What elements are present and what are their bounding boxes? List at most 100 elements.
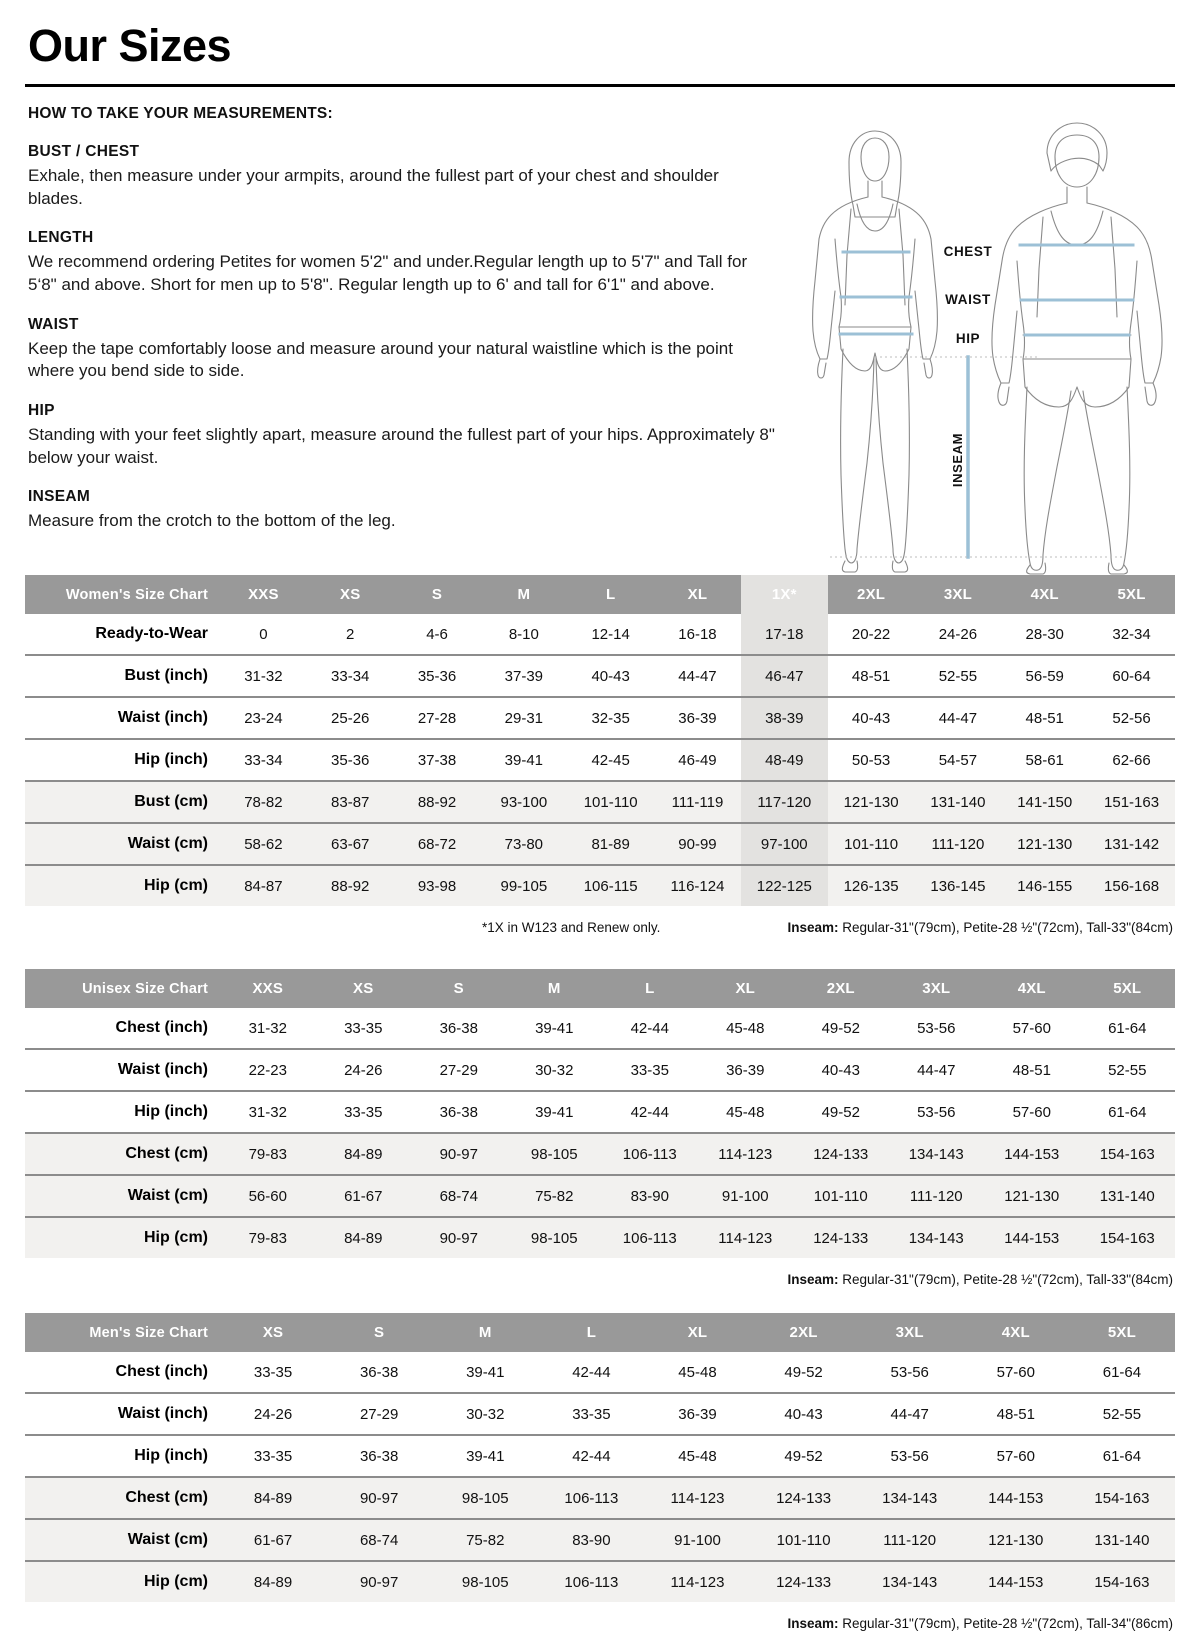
table-cell: 79-83 [220,1132,316,1176]
unisex-size-chart-block: Unisex Size Chart XXS XS S M L XL 2XL 3XL 4XL 5XL … [25,969,1175,1287]
table-cell: 36-38 [359,1363,399,1381]
womens-size-header-l: L [567,575,655,615]
unisex-row-label: Chest (inch) [115,1019,208,1037]
table-row: Chest (cm) 79-83 84-89 90-97 98-105 106-113 11… [25,1132,1175,1176]
table-cell: 39-41 [480,738,568,782]
table-cell: 32-34 [1112,625,1151,643]
table-cell: 61-67 [220,1518,327,1562]
unisex-footnote-inseam: Inseam: Regular-31"(79cm), Petite-28 ½"(… [787,1272,1173,1287]
table-cell: 45-48 [697,1090,793,1134]
table-cell: 36-39 [654,696,741,740]
womens-row-label: Waist (cm) [25,822,220,866]
table-cell: 2 [346,625,355,643]
section-body-length: We recommend ordering Petites for women … [28,252,748,295]
table-row: Chest (inch) 33-35 36-38 39-41 42-44 45-48 49-… [25,1352,1175,1393]
mens-row-label: Waist (inch) [25,1392,220,1436]
unisex-notes-row: Inseam: Regular-31"(79cm), Petite-28 ½"(… [25,1258,1175,1287]
mens-size-header-l: L [538,1313,645,1353]
table-cell: 106-113 [538,1560,645,1603]
unisex-header-row: Unisex Size Chart XXS XS S M L XL 2XL 3XL 4XL 5XL [25,969,1175,1009]
table-cell: 27-29 [326,1392,433,1436]
table-cell: 33-34 [306,654,394,698]
table-cell: 49-52 [821,1019,860,1037]
measurement-lines [838,243,1135,559]
table-cell: 136-145 [914,864,1002,907]
table-cell: 39-41 [466,1363,505,1381]
table-cell: 68-74 [326,1518,433,1562]
table-cell: 151-163 [1088,780,1175,824]
mens-size-header-5xl: 5XL [1068,1313,1175,1353]
table-cell: 31-32 [220,654,307,698]
table-cell: 33-35 [253,1363,293,1381]
table-cell: 33-35 [602,1048,698,1092]
mens-size-header-m: M [432,1313,539,1353]
table-cell: 144-153 [984,1132,1080,1176]
table-cell: 49-52 [793,1090,889,1134]
mens-row-label: Hip (cm) [25,1560,220,1603]
mens-header-row: Men's Size Chart XS S M L XL 2XL 3XL 4XL 5XL [25,1313,1175,1353]
womens-row-label: Bust (cm) [25,780,220,824]
unisex-size-header-3xl: 3XL [888,969,984,1009]
womens-size-chart-table: Women's Size Chart XXS XS S M L XL 1X* 2XL 3XL 4XL… [25,575,1175,907]
table-cell: 62-66 [1088,738,1175,782]
table-cell: 131-142 [1088,822,1175,866]
table-cell: 61-67 [315,1174,411,1218]
table-cell: 61-64 [1079,1090,1175,1134]
unisex-size-header-2xl: 2XL [793,969,889,1009]
table-cell: 20-22 [851,625,891,643]
table-cell: 33-35 [538,1392,645,1436]
table-cell: 46-49 [654,738,741,782]
unisex-size-header-l: L [602,969,698,1009]
section-heading-waist: WAIST [28,315,79,333]
womens-size-header-xxs: XXS [220,575,307,615]
table-cell: 124-133 [793,1216,889,1259]
male-figure-outline [991,122,1163,575]
mens-row-label: Hip (inch) [25,1434,220,1478]
table-cell: 144-153 [962,1560,1069,1603]
table-cell: 44-47 [914,696,1002,740]
table-cell: 116-124 [654,864,741,907]
mens-chart-title: Men's Size Chart [25,1313,220,1353]
table-cell: 68-74 [411,1174,507,1218]
table-cell: 54-57 [914,738,1002,782]
table-cell: 99-105 [480,864,568,907]
unisex-size-header-4xl: 4XL [984,969,1080,1009]
table-cell: 131-140 [1068,1518,1175,1562]
table-cell: 36-39 [697,1048,793,1092]
table-cell: 93-100 [480,780,568,824]
table-cell: 42-44 [630,1019,669,1037]
table-row: Chest (cm) 84-89 90-97 98-105 106-113 114-123… [25,1476,1175,1520]
table-cell: 45-48 [678,1363,717,1381]
unisex-table-body: Chest (inch) 31-32 33-35 36-38 39-41 42-44 45-… [25,1008,1175,1259]
table-cell: 81-89 [567,822,655,866]
table-cell: 57-60 [996,1363,1035,1381]
section-heading-inseam: INSEAM [28,488,91,506]
table-cell: 111-120 [888,1174,984,1218]
table-cell: 8-10 [508,625,539,643]
table-row: Hip (cm) 79-83 84-89 90-97 98-105 106-113 114-… [25,1216,1175,1259]
table-cell: 44-47 [654,654,741,698]
section-body-waist: Keep the tape comfortably loose and meas… [28,338,733,381]
womens-footnote-inseam: Inseam: Regular-31"(79cm), Petite-28 ½"(… [787,920,1173,935]
table-cell: 0 [259,625,268,643]
womens-table-body: Ready-to-Wear 0 2 4-6 8-10 12-14 16-18 17-18 20-… [25,614,1175,907]
table-cell: 134-143 [856,1560,963,1603]
mens-size-header-s: S [326,1313,433,1353]
table-cell: 63-67 [306,822,394,866]
womens-size-header-m: M [480,575,568,615]
section-body-bust-chest: Exhale, then measure under your armpits,… [28,166,719,208]
womens-size-header-3xl: 3XL [914,575,1002,615]
mens-row-label: Chest (inch) [115,1363,208,1381]
womens-row-label: Hip (inch) [25,738,220,782]
table-cell: 90-97 [326,1560,433,1603]
womens-size-header-s: S [393,575,481,615]
table-cell: 111-120 [914,822,1002,866]
unisex-row-label: Chest (cm) [25,1132,220,1176]
unisex-row-label: Waist (inch) [25,1048,220,1092]
table-cell: 48-51 [1001,696,1089,740]
womens-size-header-1x: 1X* [740,575,828,615]
table-cell: 53-56 [888,1090,984,1134]
table-cell: 24-26 [938,625,978,643]
unisex-row-label: Waist (cm) [25,1174,220,1218]
